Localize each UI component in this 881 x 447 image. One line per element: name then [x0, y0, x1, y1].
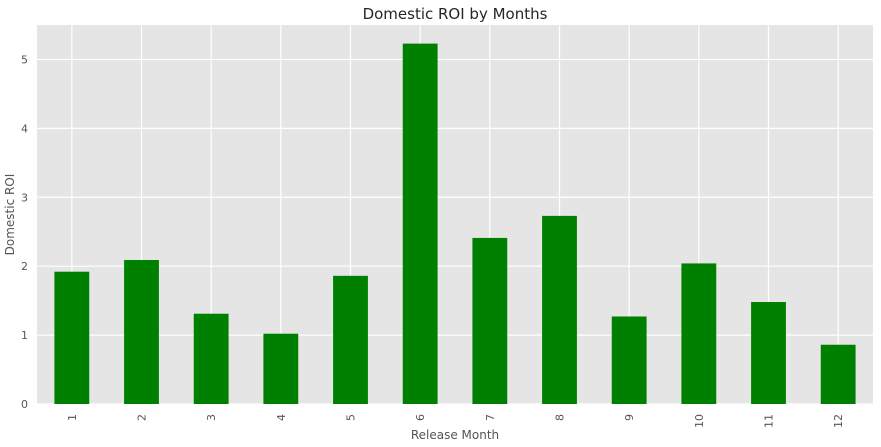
y-tick-label: 2: [21, 260, 28, 273]
x-tick-label: 12: [832, 414, 845, 428]
bar-month-3: [193, 313, 229, 404]
y-axis-ticks: 0 1 2 3 4 5: [21, 53, 28, 411]
x-tick-label: 5: [345, 414, 358, 421]
y-tick-label: 1: [21, 329, 28, 342]
y-tick-label: 5: [21, 53, 28, 66]
chart-title: Domestic ROI by Months: [363, 5, 548, 23]
plot-area: [37, 25, 873, 404]
bar-month-7: [472, 237, 508, 404]
y-tick-label: 0: [21, 398, 28, 411]
bar-month-11: [751, 302, 786, 404]
bar-month-5: [333, 275, 368, 404]
x-tick-label: 1: [66, 414, 79, 421]
bar-month-6: [402, 43, 438, 404]
bar-month-8: [542, 215, 577, 404]
x-tick-label: 6: [414, 414, 427, 421]
bar-month-12: [820, 344, 856, 404]
bars-group: [54, 43, 856, 404]
bar-month-2: [124, 259, 159, 404]
x-tick-label: 3: [205, 414, 218, 421]
y-axis-label: Domestic ROI: [3, 174, 17, 256]
x-tick-label: 4: [275, 414, 288, 421]
x-tick-label: 11: [763, 414, 776, 428]
x-tick-label: 9: [623, 414, 636, 421]
bar-month-10: [681, 263, 717, 404]
y-tick-label: 3: [21, 191, 28, 204]
x-axis-ticks: 1 2 3 4 5 6 7 8 9 10 11 12: [66, 414, 845, 428]
x-tick-label: 10: [693, 414, 706, 428]
bar-month-1: [54, 271, 90, 404]
y-tick-label: 4: [21, 122, 28, 135]
x-axis-label: Release Month: [411, 428, 499, 442]
bar-month-4: [263, 333, 299, 404]
x-tick-label: 7: [484, 414, 497, 421]
x-tick-label: 2: [136, 414, 149, 421]
bar-month-9: [611, 316, 647, 404]
x-tick-label: 8: [554, 414, 567, 421]
